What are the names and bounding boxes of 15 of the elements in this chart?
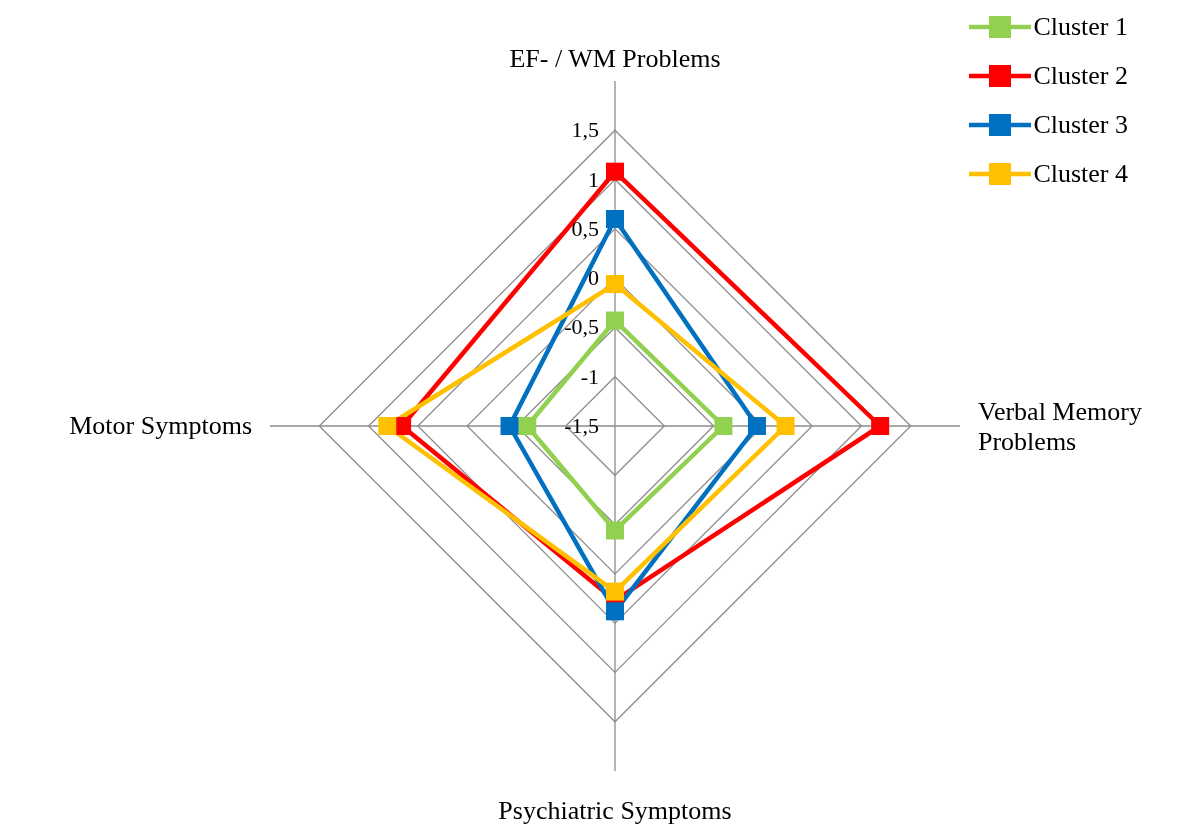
y-tick-label: 1,5 (571, 117, 599, 143)
y-tick-label: 1 (588, 166, 599, 192)
legend-label: Cluster 3 (1033, 110, 1128, 140)
y-tick-label: 0,5 (571, 215, 599, 241)
spoke-label: Psychiatric Symptoms (498, 796, 732, 825)
spoke-label: Verbal Memory Problems (978, 397, 1142, 456)
y-tick-label: 0 (588, 265, 599, 291)
spoke-label: EF- / WM Problems (509, 44, 721, 73)
y-tick-label: -1 (580, 363, 599, 389)
y-tick-label: -1,5 (564, 413, 599, 438)
legend-label: Cluster 4 (1033, 159, 1128, 189)
legend-label: Cluster 2 (1033, 61, 1128, 91)
spoke-label: Motor Symptoms (69, 411, 252, 440)
legend-label: Cluster 1 (1033, 12, 1128, 42)
y-tick-label: -0,5 (564, 314, 599, 340)
